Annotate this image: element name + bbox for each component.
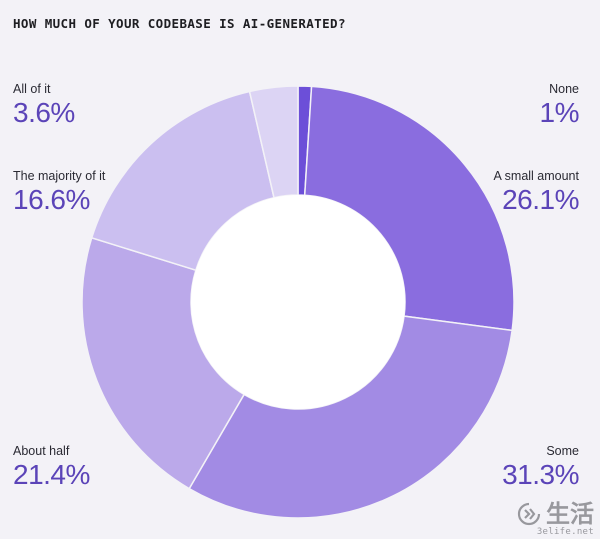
slice-value: 21.4% bbox=[13, 459, 90, 490]
slice-value: 3.6% bbox=[13, 97, 75, 128]
label-some: Some 31.3% bbox=[502, 444, 579, 491]
slice-label: None bbox=[549, 82, 579, 96]
label-all-of-it: All of it 3.6% bbox=[13, 82, 75, 129]
slice-label: Some bbox=[546, 444, 579, 458]
slice-some bbox=[188, 315, 513, 519]
slice-label: About half bbox=[13, 444, 70, 458]
slice-value: 31.3% bbox=[502, 459, 579, 490]
donut-hole bbox=[191, 195, 405, 409]
watermark-logo-icon bbox=[517, 502, 541, 526]
slice-label: All of it bbox=[13, 82, 51, 96]
label-none: None 1% bbox=[539, 82, 580, 129]
slice-label: A small amount bbox=[493, 169, 579, 183]
slice-value: 1% bbox=[539, 97, 580, 128]
label-the-majority-of-it: The majority of it 16.6% bbox=[13, 169, 105, 216]
label-about-half: About half 21.4% bbox=[13, 444, 90, 491]
slice-value: 26.1% bbox=[502, 184, 579, 215]
slice-value: 16.6% bbox=[13, 184, 90, 215]
watermark: 生活 3elife.net bbox=[516, 501, 594, 537]
watermark-text: 生活 bbox=[546, 500, 594, 528]
chart-title: HOW MUCH OF YOUR CODEBASE IS AI-GENERATE… bbox=[13, 16, 346, 31]
watermark-url: 3elife.net bbox=[536, 527, 594, 537]
label-a-small-amount: A small amount 26.1% bbox=[493, 169, 580, 216]
slice-label: The majority of it bbox=[13, 169, 106, 183]
